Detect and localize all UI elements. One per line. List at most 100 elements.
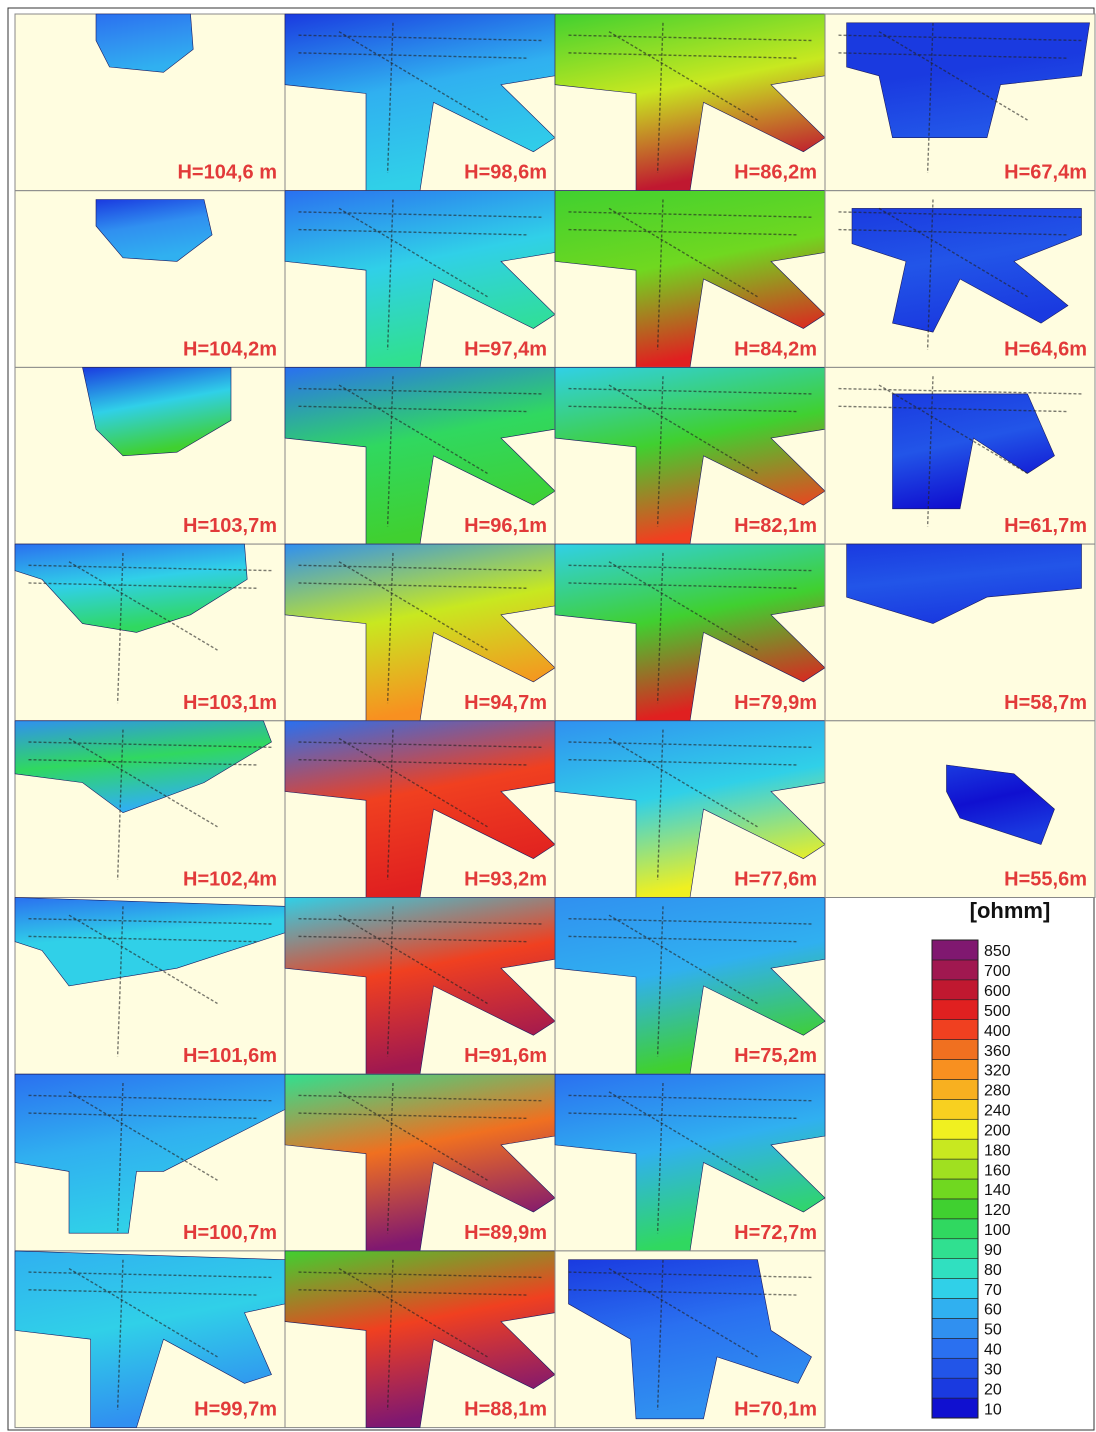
color-band [931,1377,979,1399]
survey-line [116,1083,124,1234]
resistivity-map [14,543,248,633]
depth-label: H=103,1m [183,692,277,714]
survey-line [838,405,1069,413]
depth-label: H=84,2m [734,338,817,360]
colorbar-label: 180 [984,1142,1011,1159]
survey-line [568,935,799,943]
colorbar-label: 600 [984,983,1011,1000]
survey-line [298,228,529,236]
survey-line [298,741,542,749]
survey-line [28,582,259,589]
survey-line [568,741,812,749]
survey-line [338,384,488,475]
survey-line [298,758,529,766]
colorbar-label: 120 [984,1202,1011,1219]
survey-line [608,561,758,651]
depth-label: H=100,7m [183,1222,277,1244]
depth-label: H=70,1m [734,1399,817,1421]
survey-line [568,1112,799,1120]
survey-line [568,582,799,589]
survey-line [838,228,1069,236]
panel: H=67,4m [824,13,1096,192]
survey-line [608,207,758,298]
panel: H=55,6m [824,720,1096,898]
survey-line [68,561,218,651]
survey-line [338,31,488,121]
survey-line [568,405,799,413]
colorbar-label: 10 [984,1401,1002,1418]
colorbar-label: 360 [984,1043,1011,1060]
survey-line [68,1267,218,1358]
color-band [931,939,979,961]
panel: H=84,2m [554,190,826,368]
depth-label: H=104,2m [183,338,277,360]
survey-line [28,564,272,572]
survey-line [386,552,394,704]
resistivity-map [851,208,1082,333]
depth-label: H=94,7m [464,692,547,714]
survey-line [568,211,812,218]
panel: H=64,6m [824,190,1096,368]
survey-line [386,1259,394,1410]
survey-line [838,387,1082,395]
panel: H=77,6m [554,720,826,898]
panel: H=75,2m [554,897,826,1075]
panel: H=82,1m [554,366,826,545]
panel: H=101,6m [14,897,286,1075]
survey-line [116,1259,124,1410]
color-band [931,1218,979,1240]
resistivity-map [82,367,232,457]
depth-label: H=64,6m [1004,338,1087,360]
panel: H=58,7m [824,543,1096,722]
resistivity-map [95,199,213,262]
survey-line [386,906,394,1057]
survey-line [116,729,124,880]
resistivity-map [568,1259,812,1420]
colorbar-label: 850 [984,943,1011,960]
colorbar-label: 30 [984,1361,1002,1378]
survey-line [298,387,542,395]
survey-line [386,376,394,527]
survey-line [68,737,218,828]
survey-line [568,387,812,395]
depth-label: H=99,7m [194,1399,277,1421]
color-band [931,1357,979,1379]
survey-line [338,561,488,651]
color-band [931,1118,979,1140]
survey-line [656,376,664,527]
survey-line [608,1267,758,1358]
survey-line [568,1271,812,1279]
survey-line [338,737,488,828]
survey-line [338,1267,488,1358]
survey-line [608,384,758,475]
panel: H=86,2m [554,13,826,192]
survey-line [926,199,934,350]
depth-label: H=91,6m [464,1045,547,1067]
depth-label: H=61,7m [1004,515,1087,537]
depth-label: H=101,6m [183,1045,277,1067]
panel: H=98,6m [284,13,556,192]
survey-line [386,729,394,880]
color-band [931,1318,979,1339]
resistivity-map [892,393,1055,510]
color-band [931,1138,979,1160]
panel: H=91,6m [284,897,556,1075]
survey-line [656,906,664,1057]
colorbar-title: [ohmm] [970,898,1051,923]
panel: H=103,1m [14,543,286,722]
depth-label: H=75,2m [734,1045,817,1067]
survey-line [298,405,529,413]
survey-line [656,1083,664,1234]
depth-label: H=77,6m [734,869,817,891]
colorbar-label: 200 [984,1122,1011,1139]
panel: H=99,7m [14,1250,286,1429]
survey-line [338,1091,488,1181]
survey-line [878,207,1028,298]
resistivity-map [846,22,1090,138]
depth-label: H=97,4m [464,338,547,360]
survey-line [386,22,394,174]
color-band [931,999,979,1020]
survey-line [608,737,758,828]
colorbar-frame [931,939,979,1419]
